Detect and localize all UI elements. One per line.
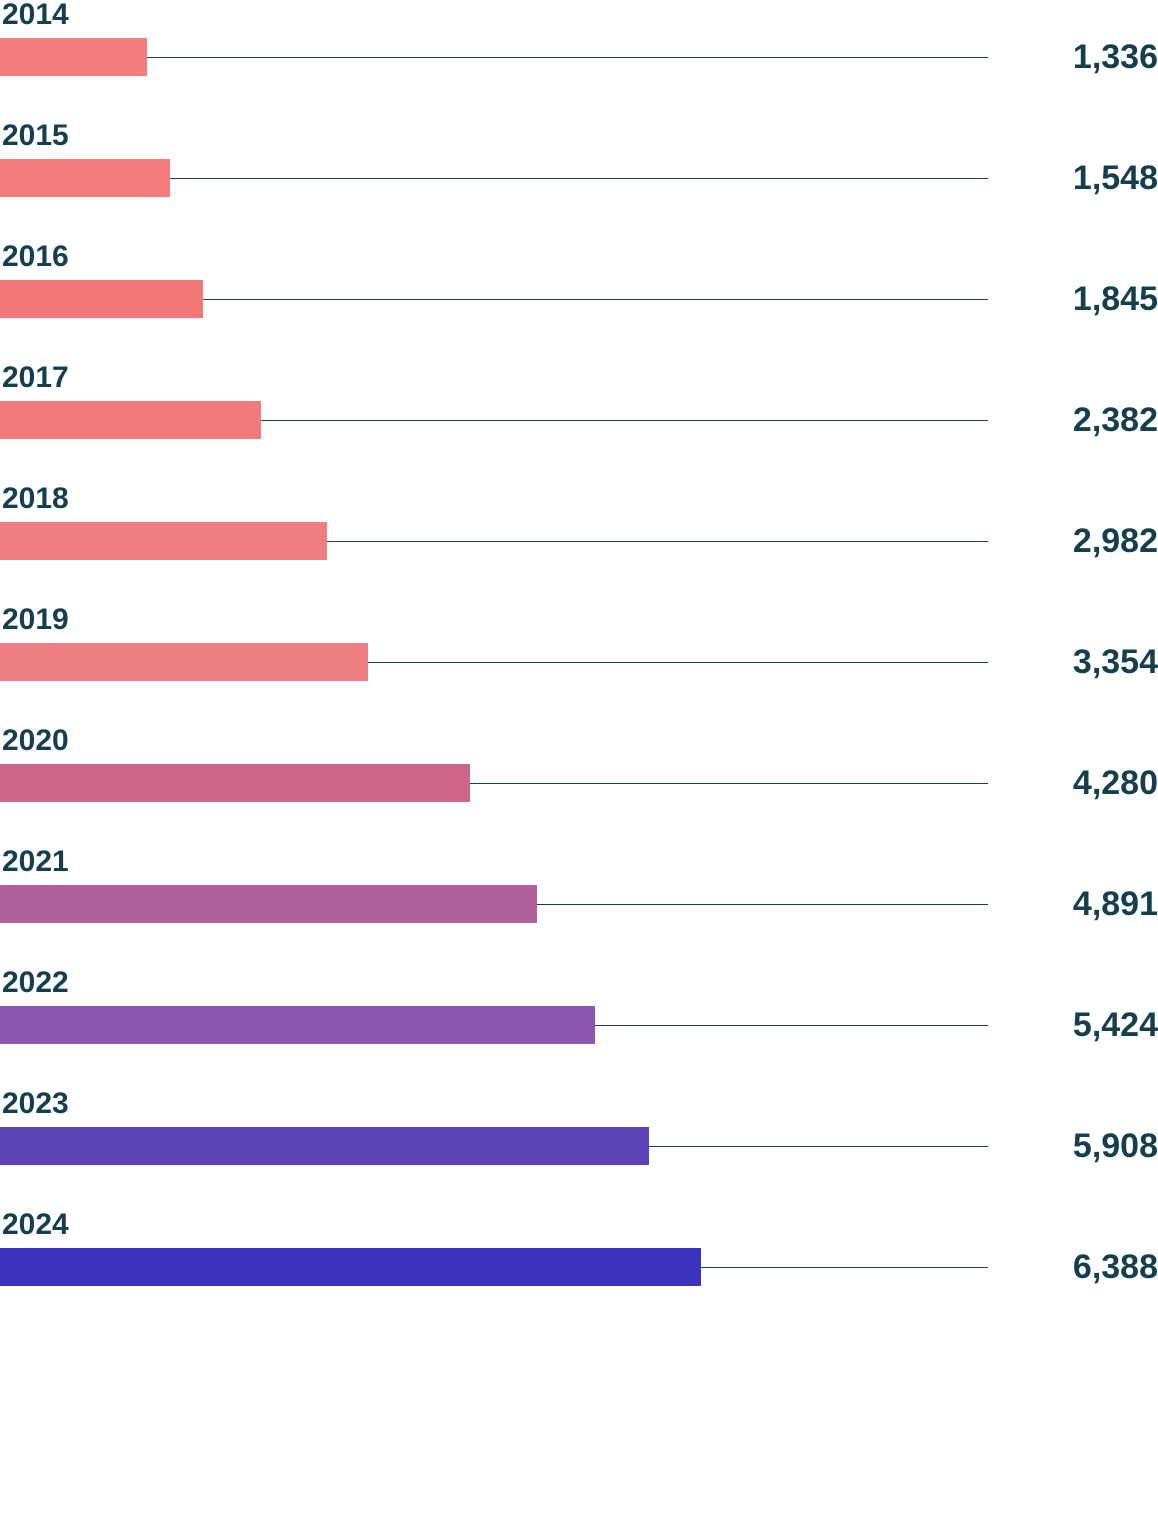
leader-line	[0, 57, 988, 58]
year-label: 2021	[2, 847, 1158, 877]
bar	[0, 1248, 701, 1286]
bar	[0, 1127, 649, 1165]
bar-row: 2017 2,382	[0, 363, 1158, 439]
bar	[0, 280, 203, 318]
bar	[0, 885, 537, 923]
bar-row: 2016 1,845	[0, 242, 1158, 318]
year-label: 2022	[2, 968, 1158, 998]
bar-row: 2023 5,908	[0, 1089, 1158, 1165]
year-label: 2015	[2, 121, 1158, 151]
value-label: 3,354	[1073, 645, 1158, 679]
year-label: 2018	[2, 484, 1158, 514]
year-label: 2023	[2, 1089, 1158, 1119]
bar	[0, 1006, 595, 1044]
bar-row: 2024 6,388	[0, 1210, 1158, 1286]
value-label: 5,908	[1073, 1129, 1158, 1163]
year-label: 2016	[2, 242, 1158, 272]
value-label: 2,382	[1073, 403, 1158, 437]
year-label: 2020	[2, 726, 1158, 756]
bar	[0, 159, 170, 197]
bar	[0, 522, 327, 560]
bar-row: 2022 5,424	[0, 968, 1158, 1044]
value-label: 1,548	[1073, 161, 1158, 195]
bar-row: 2018 2,982	[0, 484, 1158, 560]
year-label: 2014	[2, 0, 1158, 30]
bar-row: 2020 4,280	[0, 726, 1158, 802]
value-label: 4,891	[1073, 887, 1158, 921]
bar-row: 2019 3,354	[0, 605, 1158, 681]
bar	[0, 764, 470, 802]
bar-row: 2015 1,548	[0, 121, 1158, 197]
value-label: 1,336	[1073, 40, 1158, 74]
value-label: 5,424	[1073, 1008, 1158, 1042]
bar	[0, 401, 261, 439]
value-label: 2,982	[1073, 524, 1158, 558]
bar	[0, 643, 368, 681]
value-label: 6,388	[1073, 1250, 1158, 1284]
horizontal-bar-chart: 2014 1,336 2015 1,548 2016 1,845 2017 2,382 2018…	[0, 0, 1158, 1286]
bar-row: 2021 4,891	[0, 847, 1158, 923]
value-label: 4,280	[1073, 766, 1158, 800]
value-label: 1,845	[1073, 282, 1158, 316]
year-label: 2024	[2, 1210, 1158, 1240]
year-label: 2019	[2, 605, 1158, 635]
year-label: 2017	[2, 363, 1158, 393]
bar-row: 2014 1,336	[0, 0, 1158, 76]
bar	[0, 38, 147, 76]
